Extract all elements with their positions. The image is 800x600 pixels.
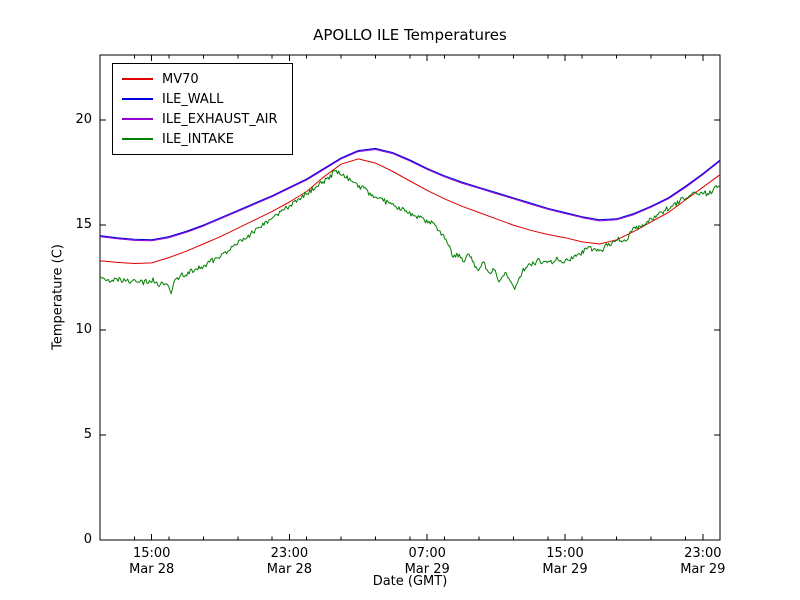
legend-entry: ILE_INTAKE — [122, 129, 278, 149]
series-line-mv70 — [99, 158, 721, 264]
x-tick-date: Mar 28 — [266, 562, 312, 577]
x-tick-label: 15:00 Mar 29 — [525, 546, 605, 578]
legend-line-sample — [122, 138, 153, 140]
x-tick-label: 23:00 Mar 28 — [249, 546, 329, 578]
x-tick-time: 15:00 — [132, 546, 171, 561]
series-line-ile_intake — [99, 169, 720, 295]
y-tick-label: 20 — [75, 112, 92, 128]
x-tick-date: Mar 29 — [542, 562, 588, 577]
legend-line-sample — [122, 78, 153, 80]
legend: MV70 ILE_WALL ILE_EXHAUST_AIR ILE_INTAKE — [112, 63, 293, 155]
legend-line-sample — [122, 118, 153, 120]
x-tick-date: Mar 28 — [129, 562, 175, 577]
x-tick-time: 07:00 — [408, 546, 446, 561]
legend-label: MV70 — [162, 71, 199, 87]
x-tick-date: Mar 29 — [680, 562, 726, 577]
chart-title: APOLLO ILE Temperatures — [313, 26, 507, 44]
legend-label: ILE_EXHAUST_AIR — [162, 111, 278, 127]
series-line-ile_wall — [99, 147, 721, 241]
legend-label: ILE_WALL — [162, 91, 224, 107]
y-tick-label: 10 — [75, 322, 92, 337]
y-tick-label: 0 — [83, 532, 92, 547]
x-tick-label: 07:00 Mar 29 — [387, 546, 467, 578]
legend-label: ILE_INTAKE — [162, 131, 234, 147]
legend-entry: MV70 — [122, 69, 278, 89]
x-tick-time: 15:00 — [546, 546, 584, 561]
y-tick-label: 15 — [75, 217, 92, 233]
series-line-ile_exhaust_air — [99, 149, 721, 242]
x-tick-label: 15:00 Mar 28 — [112, 546, 192, 578]
y-tick-label: 5 — [83, 427, 92, 442]
x-axis-label: Date (GMT) — [372, 574, 448, 589]
x-tick-date: Mar 29 — [404, 562, 450, 577]
x-tick-time: 23:00 — [684, 546, 722, 561]
legend-entry: ILE_EXHAUST_AIR — [122, 109, 278, 129]
x-tick-label: 23:00 Mar 29 — [663, 546, 743, 578]
x-tick-time: 23:00 — [270, 546, 309, 561]
legend-entry: ILE_WALL — [122, 89, 278, 109]
legend-line-sample — [122, 98, 153, 100]
